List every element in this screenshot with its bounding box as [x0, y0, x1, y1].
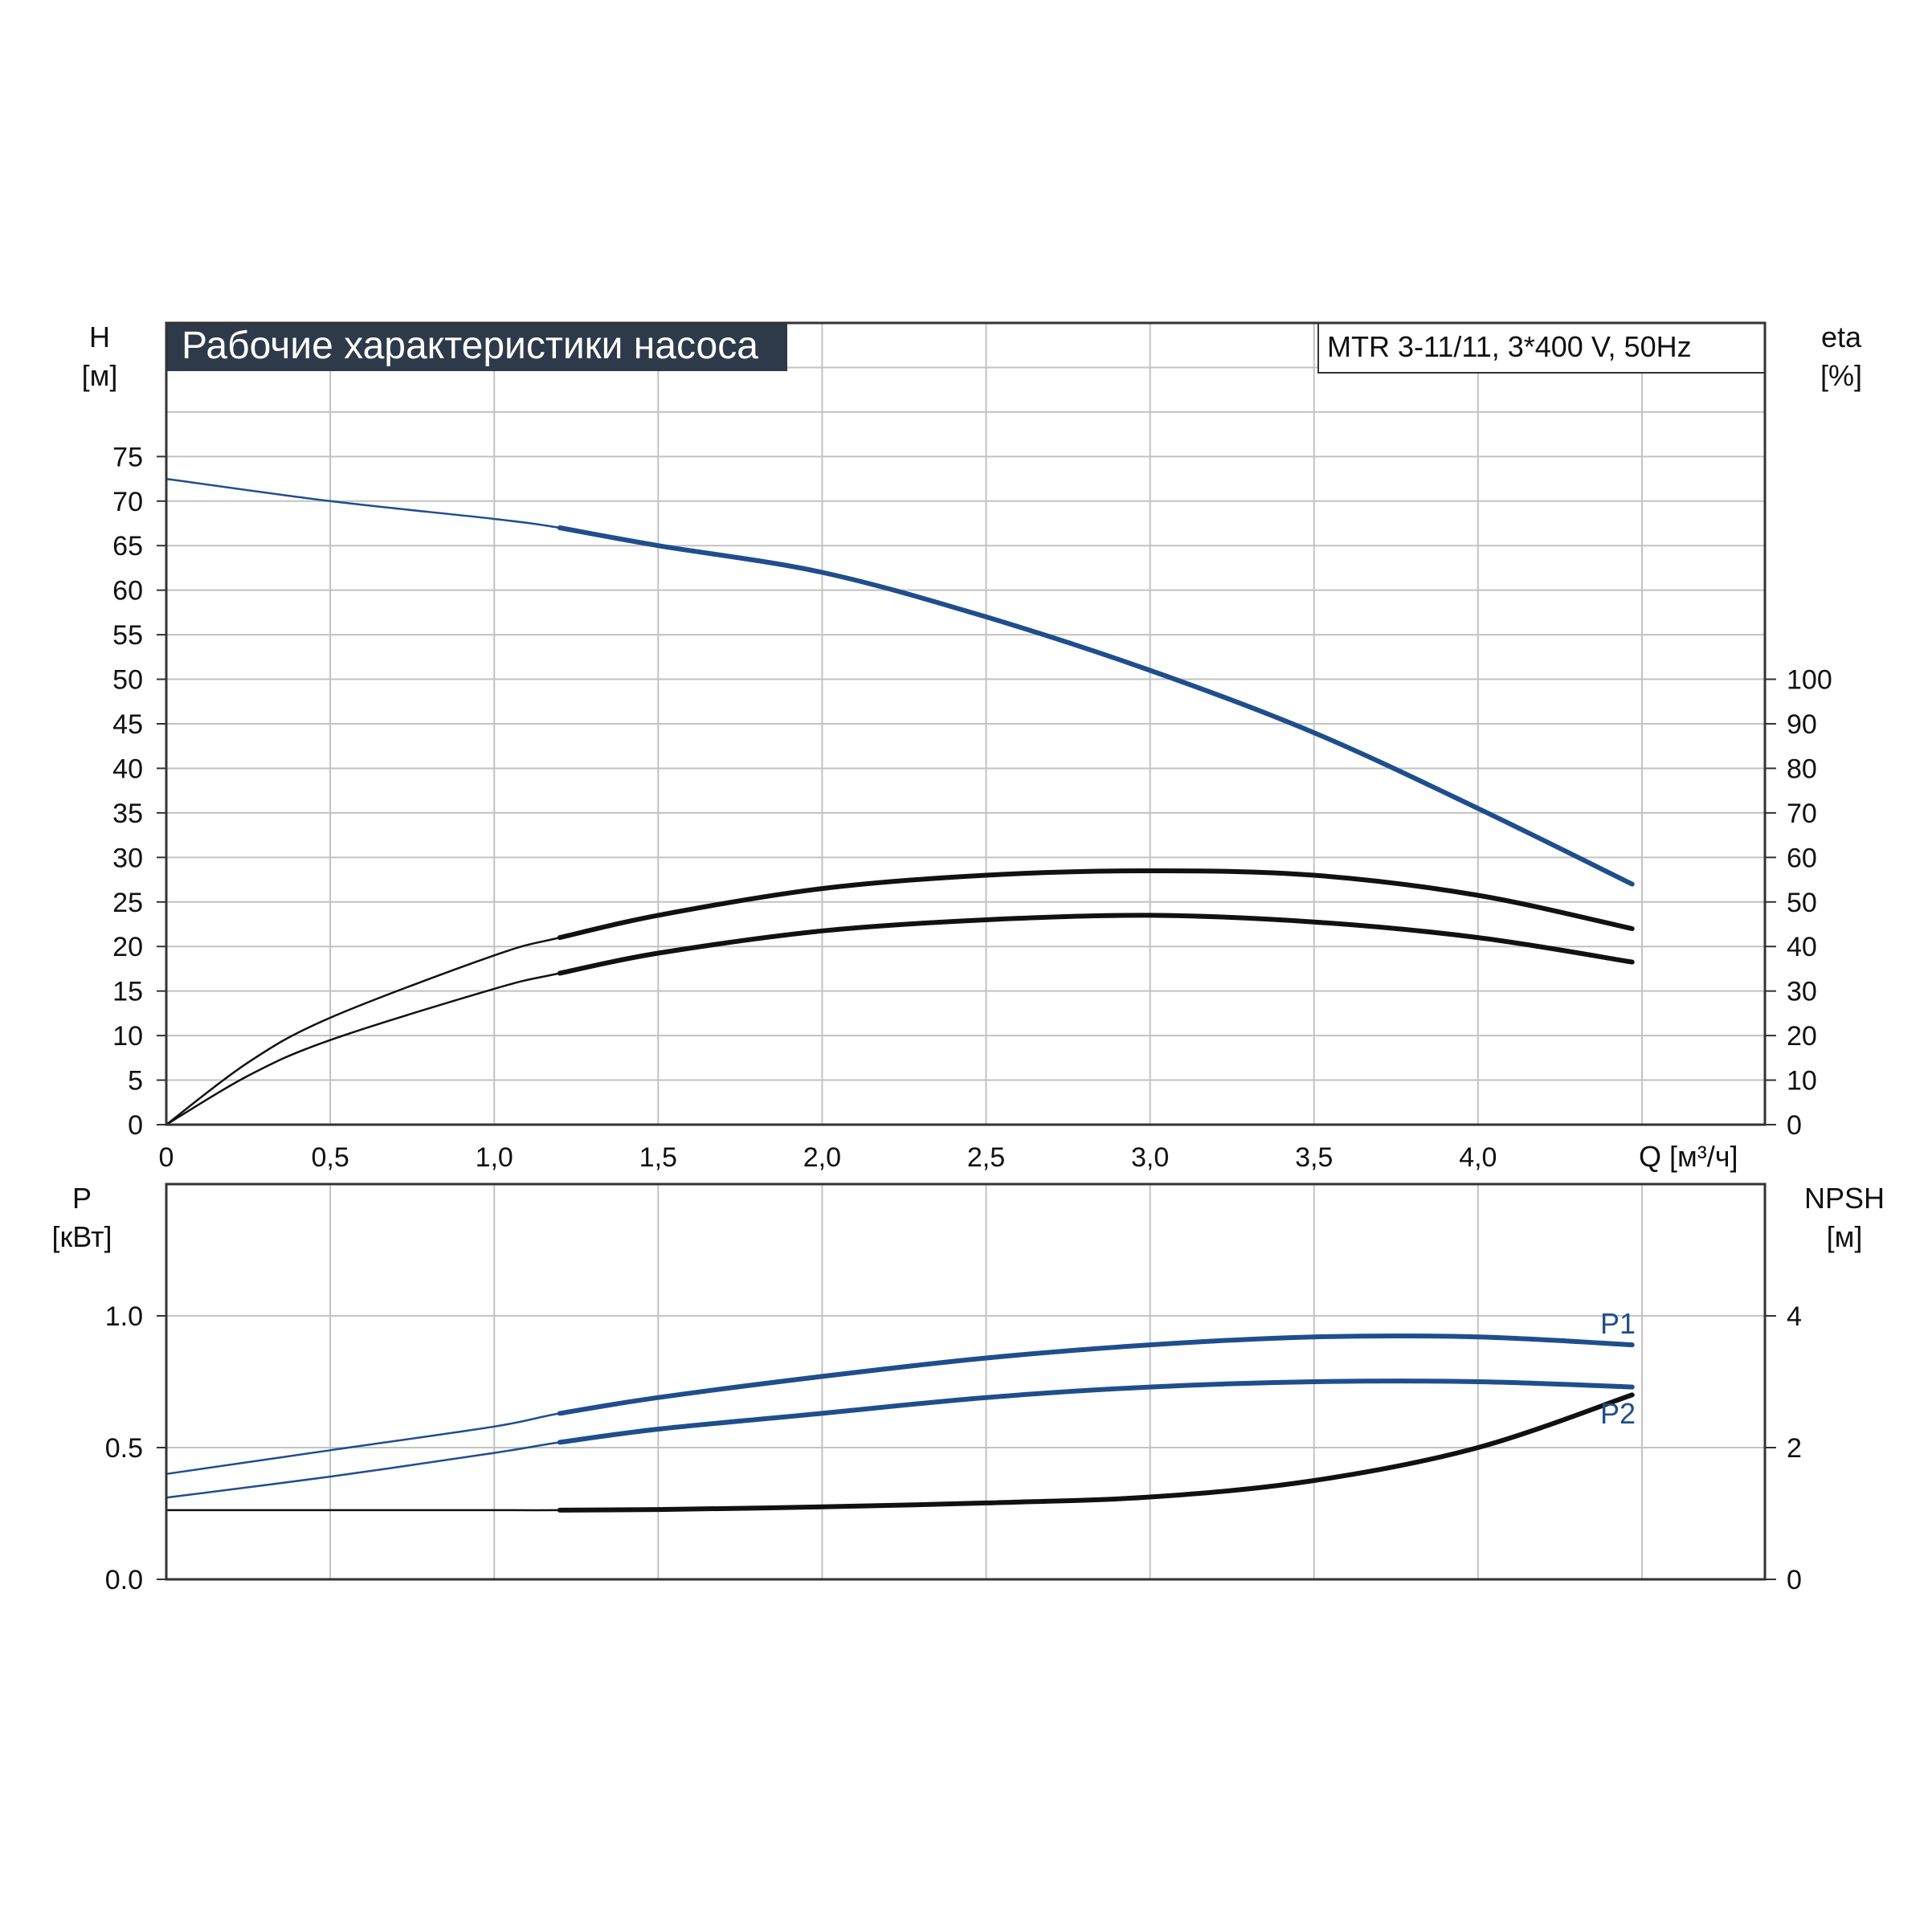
npsh-axis-title-line2: [м] [1827, 1220, 1863, 1253]
y-tick-label: 10 [112, 1021, 143, 1052]
y2-axis-title-line1: eta [1821, 321, 1862, 353]
chart-subtitle: MTR 3-11/11, 3*400 V, 50Hz [1327, 330, 1692, 363]
y-tick-label: 50 [112, 665, 143, 696]
y-tick-label: 25 [112, 888, 143, 918]
y2-tick-label: 10 [1787, 1066, 1817, 1097]
y-tick-label: 75 [112, 442, 143, 472]
top-chart-series [165, 477, 1635, 1126]
y-tick-label: 5 [128, 1066, 143, 1097]
y2-tick-label: 60 [1787, 843, 1817, 873]
bottom-chart-series [165, 1334, 1635, 1513]
npsh-tick-label: 0 [1787, 1565, 1802, 1595]
x-tick-label: 2,0 [803, 1142, 841, 1173]
npsh-axis-title-line1: NPSH [1804, 1182, 1885, 1215]
top-chart-grid [166, 323, 1765, 1125]
power-p1-curve-operating [557, 1334, 1635, 1416]
x-tick-label: 3,0 [1131, 1142, 1169, 1173]
x-axis-title: Q [м³/ч] [1639, 1140, 1738, 1173]
power-tick-label: 0.5 [105, 1433, 143, 1464]
power-p2-curve-operating [557, 1379, 1635, 1445]
y-tick-label: 70 [112, 487, 143, 517]
y-tick-label: 60 [112, 576, 143, 607]
y-tick-label: 0 [128, 1110, 143, 1141]
y2-tick-label: 80 [1787, 754, 1817, 784]
title-box [165, 323, 787, 371]
top-plot-frame [165, 321, 1767, 1126]
efficiency-curve-upper-full [165, 869, 1632, 1125]
y-tick-label: 40 [112, 754, 143, 784]
bottom-plot-frame [165, 1182, 1767, 1581]
series-label-p1: P1 [1600, 1307, 1636, 1340]
npsh-curve-full [165, 1394, 1633, 1512]
efficiency-curve-upper-operating [557, 868, 1635, 941]
npsh-tick-label: 2 [1787, 1433, 1802, 1464]
y-tick-label: 15 [112, 977, 143, 1007]
x-tick-label: 0 [159, 1142, 174, 1173]
y2-axis-title-line2: [%] [1820, 359, 1862, 392]
y-tick-label: 55 [112, 620, 143, 651]
power-axis-title-line1: P [72, 1182, 92, 1215]
y2-tick-label: 90 [1787, 709, 1817, 740]
y-tick-label: 45 [112, 709, 143, 740]
y-tick-label: 65 [112, 531, 143, 562]
efficiency-curve-lower-operating [557, 913, 1635, 976]
chart-title: Рабочие характеристики насоса [182, 325, 758, 367]
power-tick-label: 1.0 [105, 1301, 143, 1332]
head-curve-operating [557, 525, 1635, 887]
y2-tick-label: 50 [1787, 888, 1817, 918]
subtitle-box [1317, 322, 1766, 374]
power-tick-label: 0.0 [105, 1565, 143, 1595]
power-axis-title-line2: [кВт] [51, 1220, 112, 1253]
x-tick-label: 3,5 [1295, 1142, 1333, 1173]
y-tick-label: 35 [112, 799, 143, 829]
head-curve-full [165, 477, 1633, 885]
y2-tick-label: 70 [1787, 799, 1817, 829]
y2-tick-label: 30 [1787, 977, 1817, 1007]
y-tick-label: 20 [112, 932, 143, 962]
npsh-tick-label: 4 [1787, 1301, 1802, 1332]
tick-labels: 0 0,5 1,0 1,5 2,0 2,5 3,0 3,5 4,0051015202530354… [105, 442, 1832, 1595]
y-axis-title-line1: H [89, 321, 110, 353]
y2-tick-label: 0 [1787, 1110, 1802, 1141]
x-tick-label: 0,5 [311, 1142, 349, 1173]
series-label-p2: P2 [1600, 1397, 1636, 1430]
y2-tick-label: 100 [1787, 665, 1832, 696]
x-tick-label: 1,0 [476, 1142, 513, 1173]
y2-tick-label: 20 [1787, 1021, 1817, 1052]
y-axis-title-line2: [м] [82, 359, 118, 392]
power-p2-curve-full [165, 1379, 1632, 1499]
x-tick-label: 4,0 [1459, 1142, 1497, 1173]
y2-tick-label: 40 [1787, 932, 1817, 962]
x-tick-label: 2,5 [967, 1142, 1005, 1173]
x-tick-label: 1,5 [639, 1142, 677, 1173]
y-tick-label: 30 [112, 843, 143, 873]
npsh-curve-operating [557, 1392, 1635, 1513]
